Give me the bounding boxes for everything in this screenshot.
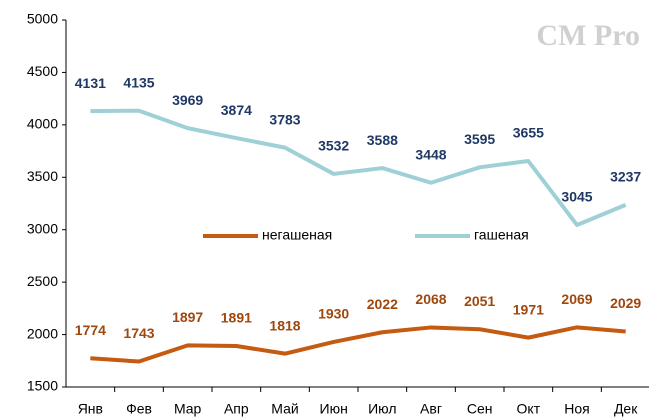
value-label: 3588 (367, 132, 398, 148)
value-label: 2051 (464, 293, 495, 309)
y-tick-label: 4000 (27, 116, 58, 132)
y-tick-label: 4500 (27, 63, 58, 79)
x-tick-label: Апр (224, 401, 249, 417)
value-label: 4135 (123, 74, 154, 90)
y-tick-label: 3000 (27, 220, 58, 236)
watermark: CM Pro (536, 19, 640, 52)
value-label: 2068 (415, 291, 446, 307)
value-label: 3969 (172, 92, 203, 108)
value-label: 3595 (464, 131, 495, 147)
value-label: 3045 (561, 189, 592, 205)
x-tick-label: Янв (78, 401, 103, 417)
x-tick-label: Окт (517, 401, 541, 417)
legend-label: гашеная (474, 227, 529, 243)
value-label: 1971 (513, 301, 544, 317)
x-tick-label: Май (271, 401, 298, 417)
x-tick-label: Июн (320, 401, 348, 417)
value-label: 1818 (269, 317, 300, 333)
x-tick-label: Авг (420, 401, 442, 417)
line-series (90, 325, 626, 364)
value-label: 1891 (221, 310, 252, 326)
x-tick-label: Фев (126, 401, 152, 417)
value-label: 3655 (513, 125, 544, 141)
y-tick-label: 1500 (27, 378, 58, 394)
value-label: 3874 (221, 102, 252, 118)
x-tick-label: Дек (614, 401, 638, 417)
value-label: 1743 (123, 325, 154, 341)
x-tick-label: Ноя (564, 401, 589, 417)
value-label: 3532 (318, 138, 349, 154)
value-label: 1897 (172, 309, 203, 325)
y-tick-label: 2000 (27, 325, 58, 341)
y-tick-label: 2500 (27, 273, 58, 289)
legend-label: негашеная (262, 227, 332, 243)
value-label: 2069 (561, 291, 592, 307)
value-label: 3783 (269, 111, 300, 127)
value-label: 1774 (75, 322, 106, 338)
value-label: 4131 (75, 75, 106, 91)
y-tick-label: 3500 (27, 168, 58, 184)
value-label: 3237 (610, 169, 641, 185)
x-tick-label: Мар (174, 401, 202, 417)
x-tick-label: Июл (368, 401, 396, 417)
value-label: 3448 (415, 146, 446, 162)
value-label: 2022 (367, 296, 398, 312)
value-label: 1930 (318, 306, 349, 322)
line-series (90, 108, 627, 227)
y-tick-label: 5000 (27, 11, 58, 27)
x-tick-label: Сен (467, 401, 493, 417)
value-label: 2029 (610, 295, 641, 311)
